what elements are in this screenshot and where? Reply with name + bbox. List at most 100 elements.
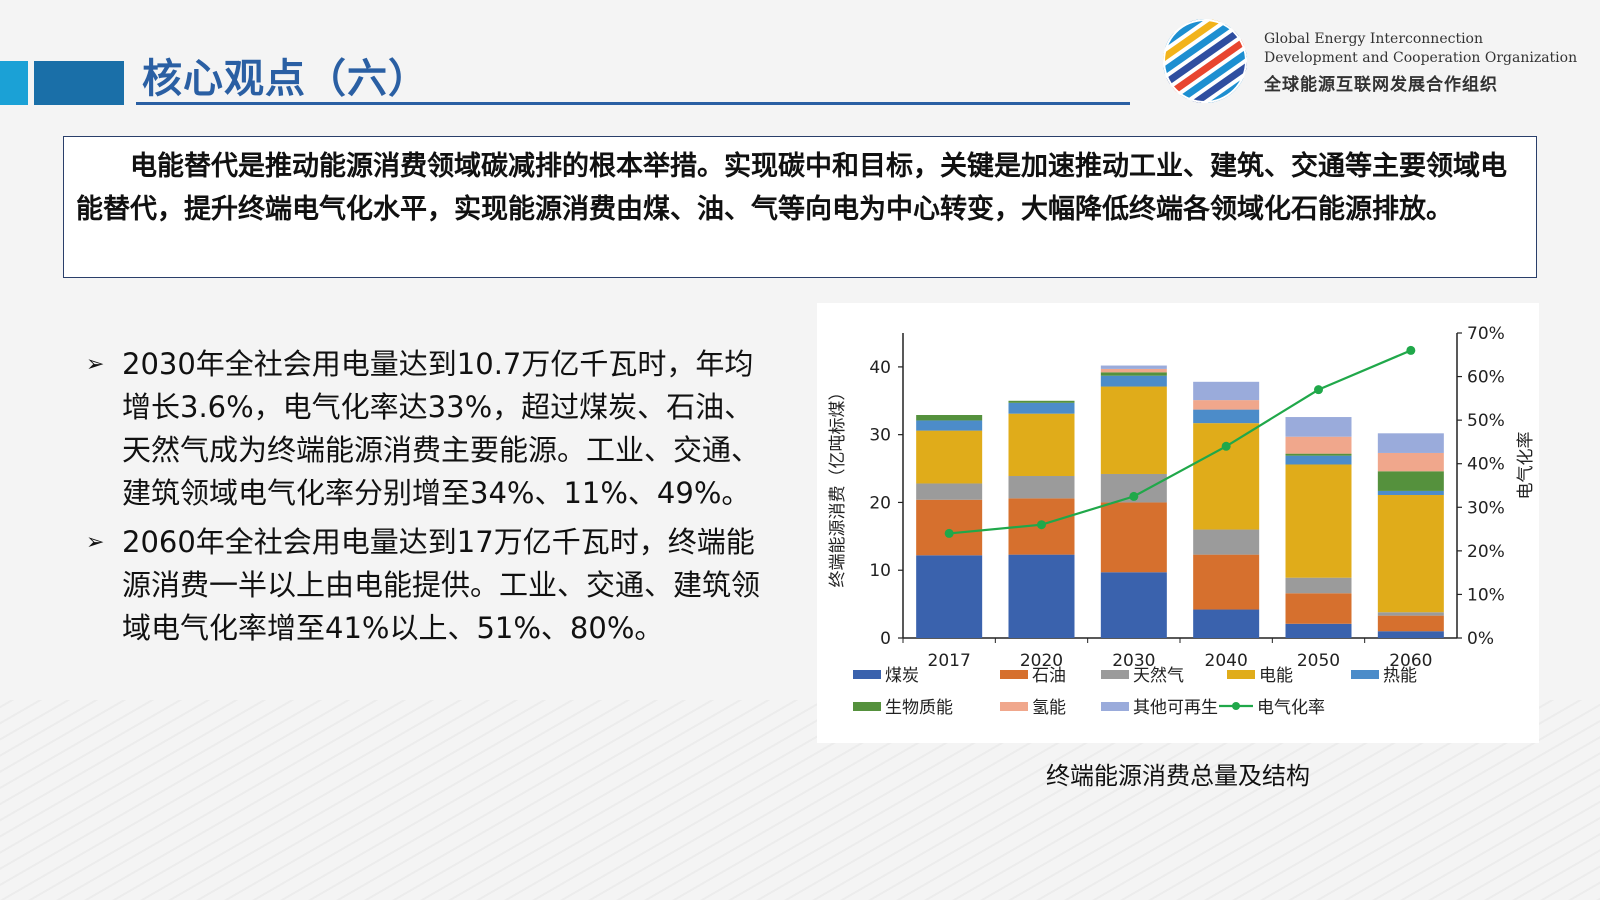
line-electrification-rate <box>949 349 1412 535</box>
bar-segment <box>1008 413 1075 477</box>
organization-name: Global Energy Interconnection Developmen… <box>1264 30 1577 95</box>
y2-tick-label: 60% <box>1467 368 1505 388</box>
bar-segment <box>1008 476 1075 499</box>
bar-segment <box>1193 609 1260 638</box>
y-tick-label: 30 <box>869 426 891 446</box>
bar-segment <box>1285 464 1352 578</box>
legend-swatch <box>853 670 881 679</box>
bar-segment <box>1285 455 1352 465</box>
y-tick-label: 10 <box>869 561 891 581</box>
line-point <box>1129 491 1139 501</box>
bar-segment <box>1377 615 1444 632</box>
legend-swatch <box>1351 670 1379 679</box>
bar-segment <box>1100 572 1167 638</box>
legend-label: 煤炭 <box>885 666 919 686</box>
legend-label: 石油 <box>1032 666 1066 686</box>
legend-label: 生物质能 <box>885 698 953 718</box>
bullet-text: 2030年全社会用电量达到10.7万亿千瓦时，年均增长3.6%，电气化率达33%… <box>122 347 761 510</box>
bar-segment <box>1100 368 1167 373</box>
legend-marker <box>1232 702 1240 710</box>
y-tick-label: 0 <box>880 629 891 649</box>
y2-tick-label: 40% <box>1467 455 1505 475</box>
legend-swatch <box>1101 670 1129 679</box>
y-axis-label: 终端能源消费（亿吨标煤） <box>828 384 848 588</box>
chart-panel: 0 10 20 30 40 0% 10% 20% 30% 40% 50% 60% 70% 终端能源消费（亿… <box>817 303 1539 743</box>
bar-segment <box>1377 452 1444 472</box>
bar-segment <box>916 499 983 556</box>
legend-swatch <box>1227 670 1255 679</box>
header-accent-block-light <box>0 61 28 105</box>
bar-segment <box>916 415 983 421</box>
bar-segment <box>1193 554 1260 610</box>
bar-segment <box>1285 577 1352 594</box>
y2-tick-label: 50% <box>1467 411 1505 431</box>
y2-tick-label: 70% <box>1467 324 1505 344</box>
org-name-en-line2: Development and Cooperation Organization <box>1264 50 1578 66</box>
y-tick-label: 40 <box>869 358 891 378</box>
bar-segment <box>1100 365 1167 369</box>
y2-tick-label: 0% <box>1467 629 1494 649</box>
bar-segment <box>1285 593 1352 624</box>
bar-segment <box>1193 381 1260 401</box>
summary-text: 电能替代是推动能源消费领域碳减排的根本举措。实现碳中和目标，关键是加速推动工业、… <box>76 151 1507 225</box>
bar-segment <box>1377 494 1444 613</box>
bar-segment <box>1285 453 1352 456</box>
bar-segment <box>1100 375 1167 387</box>
legend-label: 天然气 <box>1133 666 1184 686</box>
legend-label: 热能 <box>1383 666 1417 686</box>
line-point <box>1037 520 1046 530</box>
bar-segment <box>1193 423 1260 530</box>
bar-segment <box>1377 490 1444 495</box>
bar-segment <box>1193 409 1260 424</box>
bar-segment <box>1100 372 1167 376</box>
x-tick-label: 2050 <box>1297 651 1340 671</box>
bar-segment <box>916 420 983 431</box>
bar-segment <box>916 483 983 500</box>
org-name-cn: 全球能源互联网发展合作组织 <box>1264 75 1498 95</box>
y2-axis-label: 电气化率 <box>1516 432 1536 500</box>
chart-caption: 终端能源消费总量及结构 <box>1046 762 1310 790</box>
bar-segment <box>916 430 983 484</box>
bar-segment <box>1193 400 1260 410</box>
legend-swatch <box>1101 702 1129 711</box>
summary-box: 电能替代是推动能源消费领域碳减排的根本举措。实现碳中和目标，关键是加速推动工业、… <box>63 136 1537 278</box>
bar-segment <box>1008 402 1075 414</box>
bar-segment <box>1377 471 1444 491</box>
org-name-en-line1: Global Energy Interconnection <box>1264 31 1483 47</box>
line-point <box>944 528 954 538</box>
line-point <box>1221 441 1231 451</box>
bullet-arrow-icon: ➢ <box>86 530 105 555</box>
energy-consumption-chart: 0 10 20 30 40 0% 10% 20% 30% 40% 50% 60% 70% 终端能源消费（亿… <box>828 324 1536 718</box>
legend-swatch <box>853 702 881 711</box>
title-underline <box>136 102 1130 105</box>
line-point <box>1406 345 1416 355</box>
bar-segment <box>1377 612 1444 616</box>
bullet-text: 2060年全社会用电量达到17万亿千瓦时，终端能源消费一半以上由电能提供。工业、… <box>122 525 761 645</box>
bar-segment <box>1285 417 1352 437</box>
page-title: 核心观点（六） <box>142 56 429 102</box>
y2-tick-label: 10% <box>1467 585 1505 605</box>
bar-segment <box>1285 436 1352 454</box>
bullet-list: ➢ 2030年全社会用电量达到10.7万亿千瓦时，年均增长3.6%，电气化率达3… <box>86 343 776 656</box>
bar-segment <box>1377 433 1444 453</box>
legend-swatch <box>1000 702 1028 711</box>
y2-tick-label: 20% <box>1467 542 1505 562</box>
bar-segment <box>1285 623 1352 638</box>
y2-tick-label: 30% <box>1467 498 1505 518</box>
geidco-logo-icon <box>1163 19 1247 103</box>
y-tick-label: 20 <box>869 493 891 513</box>
legend-swatch <box>1000 670 1028 679</box>
x-tick-label: 2020 <box>1020 651 1063 671</box>
bar-segment <box>1008 554 1075 638</box>
bullet-item: ➢ 2030年全社会用电量达到10.7万亿千瓦时，年均增长3.6%，电气化率达3… <box>86 343 776 515</box>
bar-segment <box>1100 502 1167 573</box>
x-tick-label: 2040 <box>1205 651 1248 671</box>
x-tick-label: 2060 <box>1389 651 1432 671</box>
legend-label: 电气化率 <box>1257 698 1325 718</box>
legend-label: 电能 <box>1259 666 1293 686</box>
legend-label: 氢能 <box>1032 698 1066 718</box>
bar-segment <box>1193 529 1260 555</box>
bullet-item: ➢ 2060年全社会用电量达到17万亿千瓦时，终端能源消费一半以上由电能提供。工… <box>86 521 776 650</box>
bar-segment <box>916 555 983 638</box>
bar-segment <box>1008 400 1075 403</box>
